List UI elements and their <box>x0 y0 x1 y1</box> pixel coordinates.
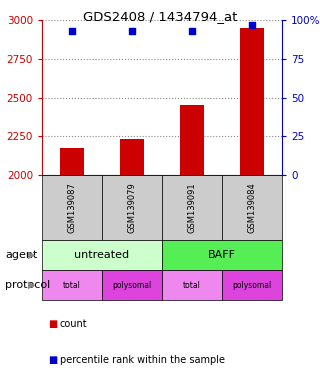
Text: agent: agent <box>5 250 37 260</box>
Text: GSM139079: GSM139079 <box>127 182 137 233</box>
Text: polysomal: polysomal <box>112 280 152 290</box>
Text: ▶: ▶ <box>28 250 36 260</box>
Text: GDS2408 / 1434794_at: GDS2408 / 1434794_at <box>83 10 237 23</box>
Point <box>189 28 195 34</box>
Bar <box>60 148 84 175</box>
Text: count: count <box>60 318 88 329</box>
Text: GSM139087: GSM139087 <box>68 182 76 233</box>
Text: ■: ■ <box>48 356 57 366</box>
Text: ■: ■ <box>48 318 57 329</box>
Point <box>129 28 135 34</box>
Point <box>69 28 75 34</box>
Text: untreated: untreated <box>75 250 130 260</box>
Bar <box>120 139 144 175</box>
Text: protocol: protocol <box>5 280 50 290</box>
Text: percentile rank within the sample: percentile rank within the sample <box>60 356 225 366</box>
Text: polysomal: polysomal <box>232 280 272 290</box>
Text: GSM139084: GSM139084 <box>247 182 257 233</box>
Text: total: total <box>63 280 81 290</box>
Text: GSM139091: GSM139091 <box>188 182 196 233</box>
Text: BAFF: BAFF <box>208 250 236 260</box>
Bar <box>180 105 204 175</box>
Point <box>250 22 255 28</box>
Bar <box>240 28 264 175</box>
Text: ▶: ▶ <box>28 280 36 290</box>
Text: total: total <box>183 280 201 290</box>
